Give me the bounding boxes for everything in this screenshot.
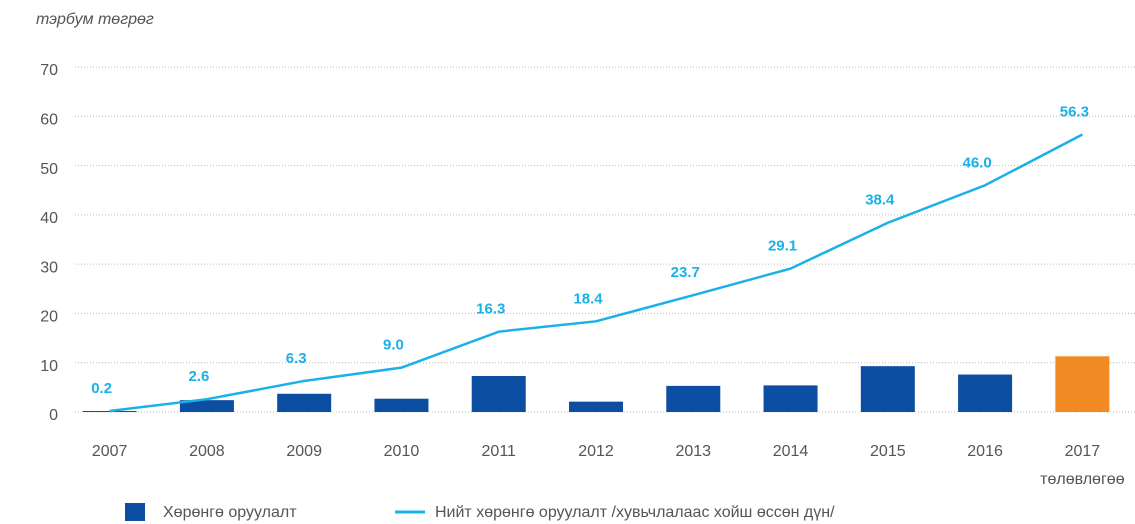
legend-label: Нийт хөрөнгө оруулалт /хувьчлалаас хойш … (435, 504, 835, 521)
bar (471, 376, 526, 412)
x-tick-label: 2009 (286, 443, 322, 460)
x-tick-label: 2008 (189, 443, 225, 460)
y-tick-label: 30 (40, 259, 58, 276)
bar (763, 385, 818, 412)
data-label: 23.7 (671, 264, 700, 281)
legend-label: Хөрөнгө оруулалт (163, 504, 297, 521)
y-tick-label: 50 (40, 161, 58, 178)
x-tick-label: 2016 (967, 443, 1003, 460)
data-label: 16.3 (476, 301, 505, 318)
x-tick-label: 2013 (675, 443, 711, 460)
y-axis-title: тэрбум төгрөг (36, 11, 154, 28)
data-label: 2.6 (188, 368, 209, 385)
x-tick-label: 2014 (773, 443, 809, 460)
data-label: 18.4 (573, 290, 603, 307)
bar (666, 385, 721, 412)
bar (179, 400, 234, 412)
x-tick-label: 2010 (384, 443, 420, 460)
x-tick-label: 2011 (482, 443, 517, 460)
data-label: 56.3 (1060, 103, 1089, 120)
bar (374, 398, 429, 412)
bar (860, 366, 915, 412)
y-tick-label: 70 (40, 62, 58, 79)
y-tick-label: 10 (40, 358, 58, 375)
bar (82, 411, 137, 412)
y-tick-label: 60 (40, 112, 58, 129)
data-label: 9.0 (383, 337, 404, 354)
x-tick-label: 2012 (578, 443, 614, 460)
data-label: 6.3 (286, 350, 307, 367)
y-tick-label: 0 (49, 407, 58, 424)
x-tick-label: 2017 (1065, 443, 1101, 460)
x-tick-label: 2007 (92, 443, 128, 460)
bar (958, 374, 1013, 412)
y-tick-label: 20 (40, 309, 58, 326)
bar (569, 401, 623, 412)
x-tick-note: төлөвлөгөө (1040, 471, 1125, 488)
legend-swatch (125, 503, 145, 521)
bar (277, 393, 332, 412)
data-label: 46.0 (962, 154, 991, 171)
line (109, 133, 1083, 413)
data-label: 29.1 (768, 238, 797, 255)
bar (1055, 356, 1110, 412)
y-tick-label: 40 (40, 210, 58, 227)
x-tick-label: 2015 (870, 443, 906, 460)
data-label: 38.4 (865, 192, 895, 209)
data-label: 0.2 (91, 380, 112, 397)
